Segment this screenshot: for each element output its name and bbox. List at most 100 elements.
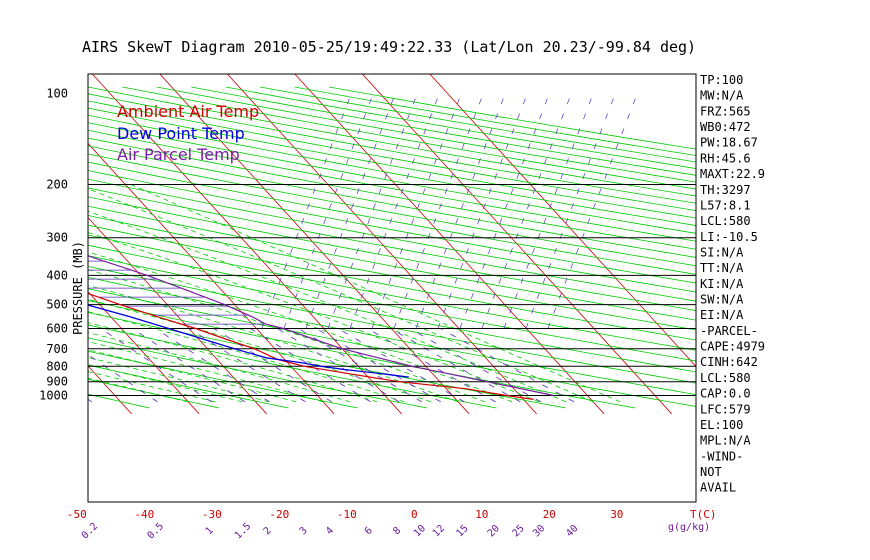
dry-adiabat-line [88, 312, 566, 409]
bottom-unit-label: T(C) [690, 508, 717, 521]
mixing-ratio-line [503, 93, 594, 329]
stat-label: CAP:0.0 [700, 387, 751, 401]
mixing-ratio-line [390, 328, 521, 403]
stat-label: MW:N/A [700, 89, 744, 103]
stat-label: TT:N/A [700, 261, 744, 275]
stat-label: AVAIL [700, 481, 736, 495]
stat-label: FRZ:565 [700, 104, 751, 118]
air-parcel-temp-line [88, 255, 554, 397]
dry-adiabat-line [88, 196, 696, 311]
moist-adiabat-line [88, 298, 432, 403]
mixing-ratio-line [298, 328, 423, 403]
isotherm-line [294, 74, 605, 415]
moist-adiabat-line [88, 322, 378, 403]
mixing-ratio-line [547, 93, 638, 329]
dry-adiabat-line [88, 137, 696, 250]
mixing-ratio-line [459, 93, 550, 329]
dry-adiabat-line [88, 187, 696, 302]
stat-label: LCL:580 [700, 371, 751, 385]
dry-adiabat-line [88, 276, 696, 395]
stat-label: SW:N/A [700, 293, 744, 307]
mixing-ratio-line [283, 93, 374, 329]
dry-adiabat-line [88, 300, 636, 409]
mixing-ratio-line [349, 93, 440, 329]
stat-label: LI:-10.5 [700, 230, 758, 244]
isotherm-line [88, 291, 200, 415]
stat-label: TP:100 [700, 73, 743, 87]
pressure-tick-label: 1000 [39, 389, 68, 403]
bottom-temp-tick-label: -50 [67, 508, 87, 521]
dry-adiabat-line [88, 114, 696, 226]
mixing-ratio-line [315, 328, 441, 403]
mixing-ratio-line [367, 328, 496, 403]
bottom-temp-tick-label: 0 [411, 508, 418, 521]
dry-adiabat-line [88, 224, 696, 341]
legend: Ambient Air Temp Dew Point Temp Air Parc… [117, 102, 259, 164]
legend-air-parcel-temp: Air Parcel Temp [117, 145, 240, 164]
dew-point-temp-line [88, 304, 409, 378]
bottom-temp-tick-label: 20 [543, 508, 556, 521]
stat-label: NOT [700, 465, 722, 479]
dry-adiabat-line [88, 234, 696, 351]
stat-label: SI:N/A [700, 245, 744, 259]
dry-adiabat-line [88, 255, 696, 373]
stat-label: -WIND- [700, 449, 743, 463]
pressure-tick-label: 800 [46, 359, 68, 373]
dry-adiabat-line [88, 244, 696, 362]
stat-label: L57:8.1 [700, 198, 751, 212]
stat-label: MPL:N/A [700, 434, 751, 448]
pressure-tick-label: 300 [46, 231, 68, 245]
moist-adiabat-line [88, 284, 459, 403]
moist-adiabat-line [88, 341, 324, 403]
mixing-ratio-line [409, 328, 542, 403]
dry-adiabat-line [88, 364, 289, 409]
moist-adiabat-line [88, 188, 594, 403]
bottom-temp-tick-label: 30 [610, 508, 623, 521]
moist-adiabat-line [88, 269, 486, 403]
dry-adiabat-line [88, 215, 696, 331]
mixing-ratio-line [393, 93, 484, 329]
legend-ambient-air-temp: Ambient Air Temp [117, 102, 259, 121]
pressure-tick-label: 100 [46, 87, 68, 101]
chart-title: AIRS SkewT Diagram 2010-05-25/19:49:22.3… [82, 38, 696, 56]
bottom-temp-tick-label: -20 [269, 508, 289, 521]
pressure-tick-label: 700 [46, 342, 68, 356]
mixing-ratio-line [261, 93, 352, 329]
dry-adiabat-line [88, 170, 696, 284]
stat-label: LCL:580 [700, 214, 751, 228]
mixing-ratio-line [415, 93, 506, 329]
mixing-ratio-line [250, 328, 371, 403]
dry-adiabat-line [88, 161, 696, 275]
stat-label: RH:45.6 [700, 151, 751, 165]
stat-label: EI:N/A [700, 308, 744, 322]
isotherm-line [429, 74, 696, 368]
moist-adiabat-line [88, 349, 297, 403]
moist-adiabat-line [88, 332, 351, 403]
mixing-ratio-line [132, 328, 246, 403]
mixing-ratio-line [327, 93, 418, 329]
moist-adiabat-line [88, 377, 189, 403]
mixing-ratio-line [338, 328, 465, 403]
stat-label: TH:3297 [700, 183, 751, 197]
moist-adiabat-line [130, 184, 621, 403]
isotherm-line [361, 74, 672, 415]
isotherm-line [91, 74, 402, 415]
mixing-ratio-line [189, 328, 306, 403]
pressure-tick-label: 400 [46, 268, 68, 282]
ambient-air-temp-line [88, 292, 534, 400]
stat-label: WB0:472 [700, 120, 751, 134]
moist-adiabat-line [88, 371, 216, 403]
mixing-ratio-line [100, 328, 212, 403]
dry-adiabat-line [88, 178, 696, 293]
isotherm-line [88, 216, 267, 415]
dry-adiabat-line [88, 205, 696, 321]
pressure-tick-label: 200 [46, 178, 68, 192]
stat-label: KI:N/A [700, 277, 744, 291]
pressure-tick-label: 600 [46, 322, 68, 336]
bottom-temp-tick-label: -40 [134, 508, 154, 521]
dry-adiabat-line [88, 350, 358, 409]
stat-label: MAXT:22.9 [700, 167, 765, 181]
moist-adiabat-line [88, 232, 540, 403]
stat-label: CINH:642 [700, 355, 758, 369]
bottom-temp-tick-label: -10 [337, 508, 357, 521]
